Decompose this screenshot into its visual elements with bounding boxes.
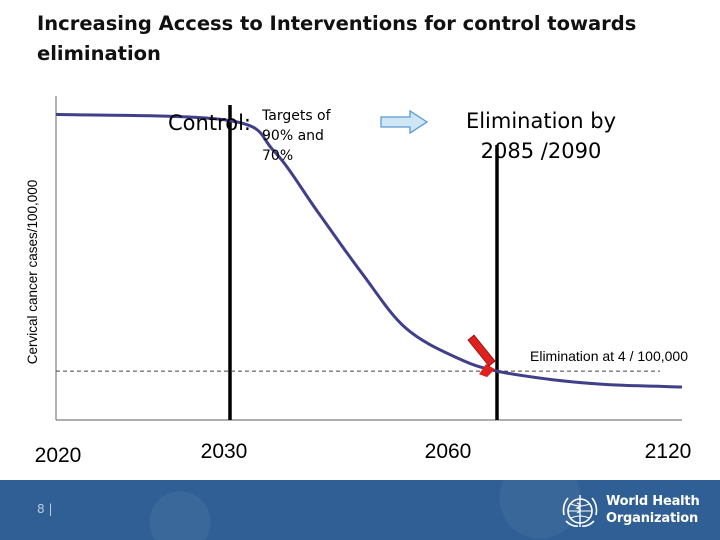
marker-arrow-icon	[467, 334, 496, 378]
footer: 8 | World Health Organization	[0, 480, 720, 540]
y-axis-label: Cervical cancer cases/100,000	[25, 180, 40, 365]
elimination-label: Elimination by 2085 /2090	[465, 109, 617, 163]
x-tick-label: 2030	[201, 440, 248, 463]
cases-curve	[55, 112, 683, 389]
page-number: 8 |	[37, 502, 53, 516]
who-logo-line2: Organization	[606, 511, 699, 526]
who-logo: World Health Organization	[560, 491, 710, 531]
control-targets-box: Targets of 90% and 70%	[262, 108, 331, 164]
arrow-right-icon	[380, 109, 429, 135]
x-tick-label: 2060	[425, 440, 472, 463]
elimination-box: Elimination by 2085 /2090	[465, 109, 617, 163]
who-logo-line1: World Health	[606, 494, 700, 509]
x-tick-label: 2020	[35, 444, 82, 467]
x-tick-label: 2120	[645, 440, 692, 463]
control-targets-text: Targets of 90% and 70%	[262, 108, 331, 164]
control-label: Control:	[168, 111, 251, 135]
threshold-label: Elimination at 4 / 100,000	[530, 348, 688, 364]
slide-title: Increasing Access to Interventions for c…	[37, 12, 637, 65]
chart: Cervical cancer cases/100,000 2020 2030 …	[25, 96, 692, 467]
who-logo-text: World Health Organization	[606, 493, 700, 527]
who-emblem-icon	[562, 495, 598, 527]
